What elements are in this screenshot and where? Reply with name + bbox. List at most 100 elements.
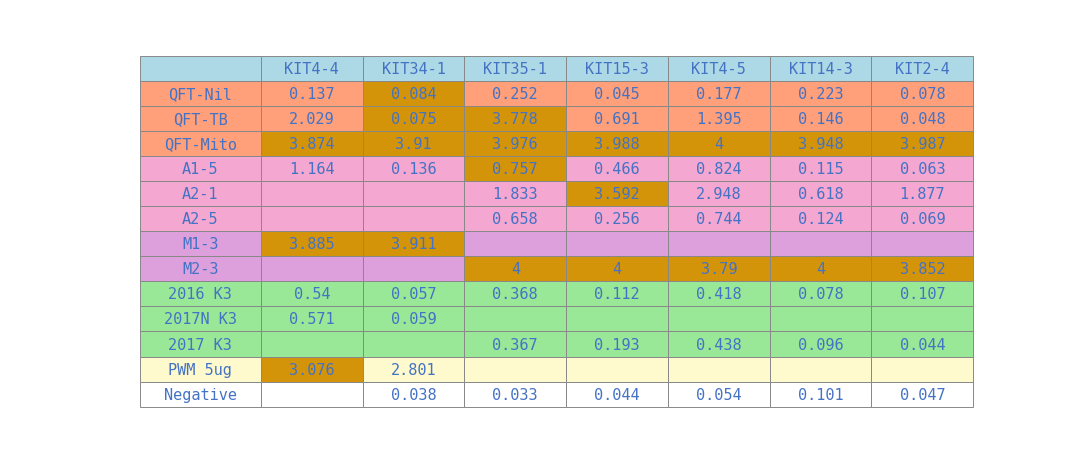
Bar — [261, 57, 363, 82]
Text: 0.824: 0.824 — [696, 162, 742, 177]
Text: QFT-Nil: QFT-Nil — [168, 87, 232, 102]
Text: 2017 K3: 2017 K3 — [168, 337, 232, 352]
Text: 0.367: 0.367 — [492, 337, 538, 352]
Bar — [261, 232, 363, 257]
Text: 4: 4 — [715, 137, 723, 152]
Bar — [668, 82, 770, 107]
Text: 0.146: 0.146 — [798, 112, 844, 127]
Text: 3.976: 3.976 — [492, 137, 538, 152]
Bar — [871, 357, 973, 382]
Bar — [465, 82, 566, 107]
Bar — [566, 232, 668, 257]
Text: 0.033: 0.033 — [492, 387, 538, 402]
Text: 0.658: 0.658 — [492, 212, 538, 227]
Bar — [770, 57, 871, 82]
Text: 0.368: 0.368 — [492, 287, 538, 302]
Text: 0.223: 0.223 — [798, 87, 844, 102]
Text: 2.948: 2.948 — [696, 187, 742, 202]
Text: 0.571: 0.571 — [289, 312, 334, 327]
Text: 0.177: 0.177 — [696, 87, 742, 102]
Bar — [566, 357, 668, 382]
Bar — [261, 357, 363, 382]
Bar — [363, 332, 465, 357]
Text: 0.063: 0.063 — [899, 162, 945, 177]
Bar — [261, 307, 363, 332]
Text: 3.592: 3.592 — [594, 187, 640, 202]
Bar — [465, 282, 566, 307]
Bar — [363, 107, 465, 132]
Bar — [261, 382, 363, 407]
Bar — [363, 132, 465, 157]
Bar — [140, 157, 261, 182]
Bar — [871, 382, 973, 407]
Text: 4: 4 — [613, 262, 621, 277]
Text: 0.059: 0.059 — [391, 312, 437, 327]
Bar — [465, 107, 566, 132]
Text: KIT4-5: KIT4-5 — [692, 62, 746, 77]
Bar — [770, 107, 871, 132]
Text: 0.757: 0.757 — [492, 162, 538, 177]
Text: A2-5: A2-5 — [182, 212, 218, 227]
Bar — [261, 182, 363, 207]
Bar — [465, 382, 566, 407]
Bar — [770, 207, 871, 232]
Text: 3.778: 3.778 — [492, 112, 538, 127]
Text: KIT4-4: KIT4-4 — [285, 62, 339, 77]
Bar — [566, 182, 668, 207]
Bar — [140, 207, 261, 232]
Bar — [140, 357, 261, 382]
Bar — [140, 82, 261, 107]
Text: 3.988: 3.988 — [594, 137, 640, 152]
Text: A1-5: A1-5 — [182, 162, 218, 177]
Bar — [261, 257, 363, 282]
Text: 3.79: 3.79 — [700, 262, 737, 277]
Text: 1.395: 1.395 — [696, 112, 742, 127]
Text: 0.115: 0.115 — [798, 162, 844, 177]
Text: 3.91: 3.91 — [395, 137, 432, 152]
Bar — [668, 157, 770, 182]
Bar — [770, 382, 871, 407]
Bar — [363, 282, 465, 307]
Text: 2017N K3: 2017N K3 — [164, 312, 237, 327]
Bar — [668, 182, 770, 207]
Bar — [871, 132, 973, 157]
Bar — [363, 232, 465, 257]
Bar — [871, 107, 973, 132]
Text: 0.047: 0.047 — [899, 387, 945, 402]
Text: 0.075: 0.075 — [391, 112, 437, 127]
Text: 3.852: 3.852 — [899, 262, 945, 277]
Text: 0.101: 0.101 — [798, 387, 844, 402]
Bar — [465, 157, 566, 182]
Bar — [770, 332, 871, 357]
Bar — [363, 157, 465, 182]
Bar — [363, 357, 465, 382]
Text: 0.418: 0.418 — [696, 287, 742, 302]
Bar — [770, 282, 871, 307]
Bar — [566, 82, 668, 107]
Bar — [668, 307, 770, 332]
Text: A2-1: A2-1 — [182, 187, 218, 202]
Bar — [140, 307, 261, 332]
Bar — [871, 232, 973, 257]
Bar — [770, 132, 871, 157]
Bar — [871, 207, 973, 232]
Text: 0.107: 0.107 — [899, 287, 945, 302]
Text: 3.874: 3.874 — [289, 137, 334, 152]
Bar — [566, 307, 668, 332]
Text: 0.078: 0.078 — [798, 287, 844, 302]
Text: 0.054: 0.054 — [696, 387, 742, 402]
Bar — [770, 82, 871, 107]
Text: KIT14-3: KIT14-3 — [788, 62, 853, 77]
Bar — [465, 207, 566, 232]
Bar — [770, 157, 871, 182]
Bar — [566, 132, 668, 157]
Text: 1.164: 1.164 — [289, 162, 334, 177]
Text: 2.801: 2.801 — [391, 362, 437, 377]
Text: 4: 4 — [816, 262, 825, 277]
Text: 3.076: 3.076 — [289, 362, 334, 377]
Bar — [140, 132, 261, 157]
Bar — [668, 132, 770, 157]
Bar — [668, 357, 770, 382]
Bar — [363, 207, 465, 232]
Bar — [140, 57, 261, 82]
